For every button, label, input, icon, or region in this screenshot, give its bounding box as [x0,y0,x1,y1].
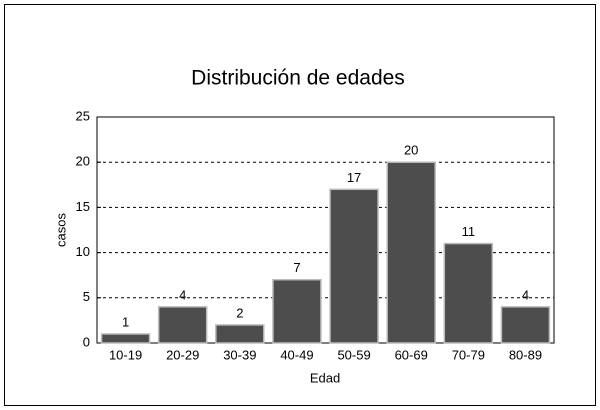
y-tick-label: 15 [76,199,90,214]
bar [386,161,436,344]
bar [215,324,265,344]
x-tick-label: 10-19 [109,347,142,362]
x-tick-label: 50-59 [337,347,370,362]
chart-title: Distribución de edades [191,67,405,90]
outer-frame [4,4,596,406]
data-label: 17 [347,170,361,185]
y-axis-label: casos [53,213,68,247]
data-label: 11 [462,224,476,239]
bar [272,278,322,344]
plot-frame [96,116,555,344]
y-tick-label: 25 [76,108,90,123]
y-tick-label: 20 [76,154,90,169]
x-tick-label: 80-89 [509,347,542,362]
x-tick-label: 40-49 [280,347,313,362]
y-tick-label: 10 [76,244,90,259]
x-tick-label: 20-29 [166,347,199,362]
data-label: 4 [179,287,186,302]
x-axis-label: Edad [310,370,340,385]
bar [500,306,551,344]
x-tick-label: 30-39 [223,347,256,362]
x-tick-label: 60-69 [395,347,428,362]
bar [100,333,151,344]
bar [443,242,494,344]
data-label: 2 [236,305,243,320]
y-tick-label: 5 [83,289,90,304]
x-tick-label: 70-79 [452,347,485,362]
data-label: 4 [522,287,529,302]
data-label: 7 [293,260,300,275]
data-label: 1 [122,314,129,329]
data-label: 20 [404,143,418,158]
y-tick-label: 0 [83,334,90,349]
bar [157,306,208,344]
bar [329,188,379,344]
